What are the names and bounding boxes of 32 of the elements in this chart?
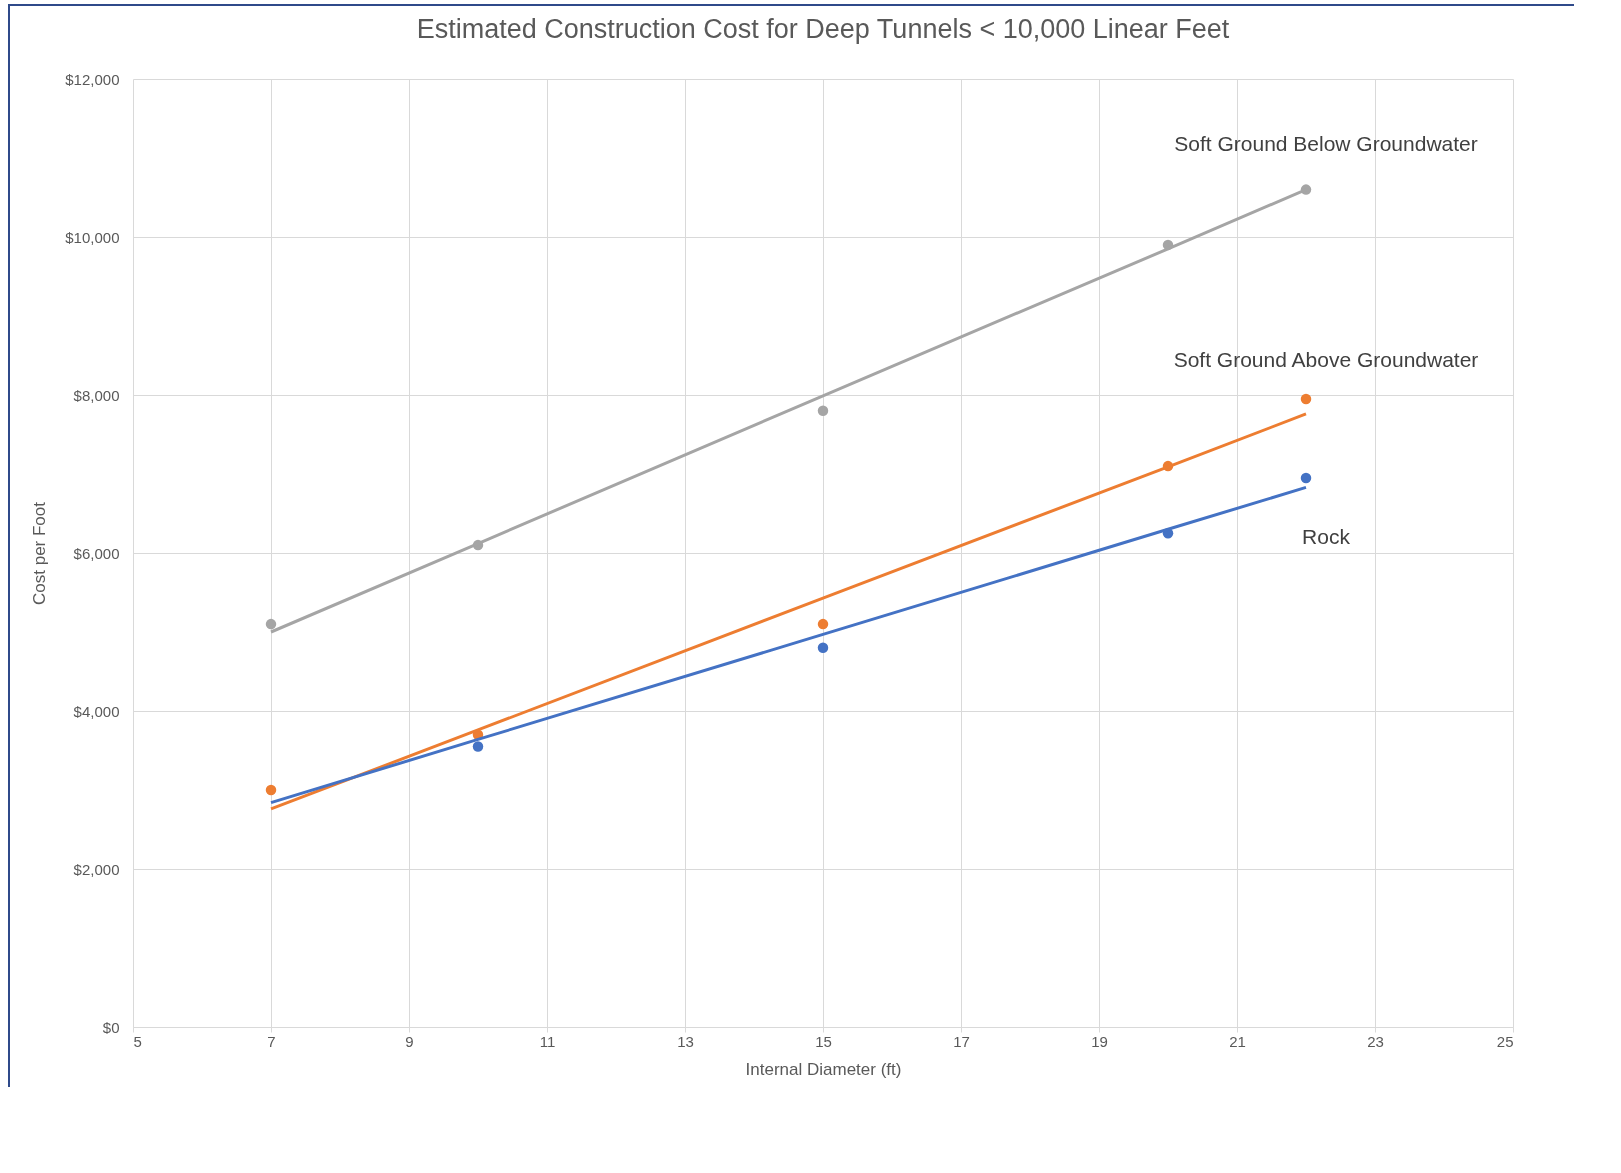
x-axis-title: Internal Diameter (ft) xyxy=(745,1059,902,1079)
x-tick-label: 17 xyxy=(953,1032,970,1050)
x-tick-label: 15 xyxy=(815,1032,832,1050)
y-tick-label: $0 xyxy=(102,1018,120,1036)
point xyxy=(817,642,829,654)
point xyxy=(265,784,277,796)
x-tick-label: 13 xyxy=(677,1032,694,1050)
x-tick-label: 9 xyxy=(405,1032,414,1050)
x-tick-label: 23 xyxy=(1367,1032,1384,1050)
text: Soft Ground Below Groundwater xyxy=(1174,131,1478,155)
y-tick-label: $4,000 xyxy=(73,702,120,720)
point xyxy=(1300,393,1312,405)
point xyxy=(265,618,277,630)
point xyxy=(472,741,484,752)
x-tick-label: 11 xyxy=(539,1032,556,1050)
x-tick-label: 5 xyxy=(133,1032,142,1050)
y-axis-title: Cost per Foot xyxy=(30,501,50,605)
x-tick-label: 25 xyxy=(1496,1032,1514,1050)
y-tick-label: $6,000 xyxy=(73,544,120,562)
point xyxy=(817,618,829,630)
y-tick-label: $2,000 xyxy=(73,860,120,878)
series-label: Soft Ground Above Groundwater xyxy=(1173,347,1479,371)
x-tick-label: 21 xyxy=(1229,1032,1246,1050)
y-tick-label: $8,000 xyxy=(73,386,120,404)
point xyxy=(817,405,829,417)
x-tick-label: 19 xyxy=(1091,1032,1108,1050)
chart-title: Estimated Construction Cost for Deep Tunnels < 10,000 Linear Feet xyxy=(416,14,1230,44)
x-tick-label: 7 xyxy=(267,1032,276,1050)
series-label: Rock xyxy=(1302,524,1351,548)
y-tick-label: $12,000 xyxy=(65,70,120,88)
point xyxy=(1300,472,1312,484)
y-tick-label: $10,000 xyxy=(65,228,120,246)
